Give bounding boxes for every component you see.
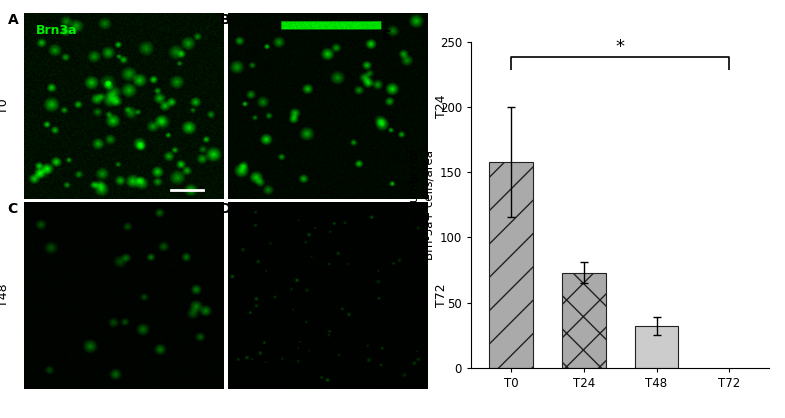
Text: B: B <box>220 13 231 26</box>
Y-axis label: Average number of
Brn-3a+ cells/area: Average number of Brn-3a+ cells/area <box>407 148 436 262</box>
Text: Brn3a: Brn3a <box>35 24 77 37</box>
Text: E: E <box>382 29 391 43</box>
Bar <box>489 162 533 368</box>
Text: A: A <box>8 13 18 26</box>
Text: D: D <box>220 202 232 216</box>
Bar <box>562 273 605 368</box>
Text: T72: T72 <box>436 283 448 307</box>
Text: T48: T48 <box>0 283 10 307</box>
Text: T0: T0 <box>0 98 10 114</box>
Text: C: C <box>8 202 18 216</box>
Text: T24: T24 <box>436 94 448 118</box>
Text: *: * <box>615 38 625 56</box>
Bar <box>635 326 678 368</box>
